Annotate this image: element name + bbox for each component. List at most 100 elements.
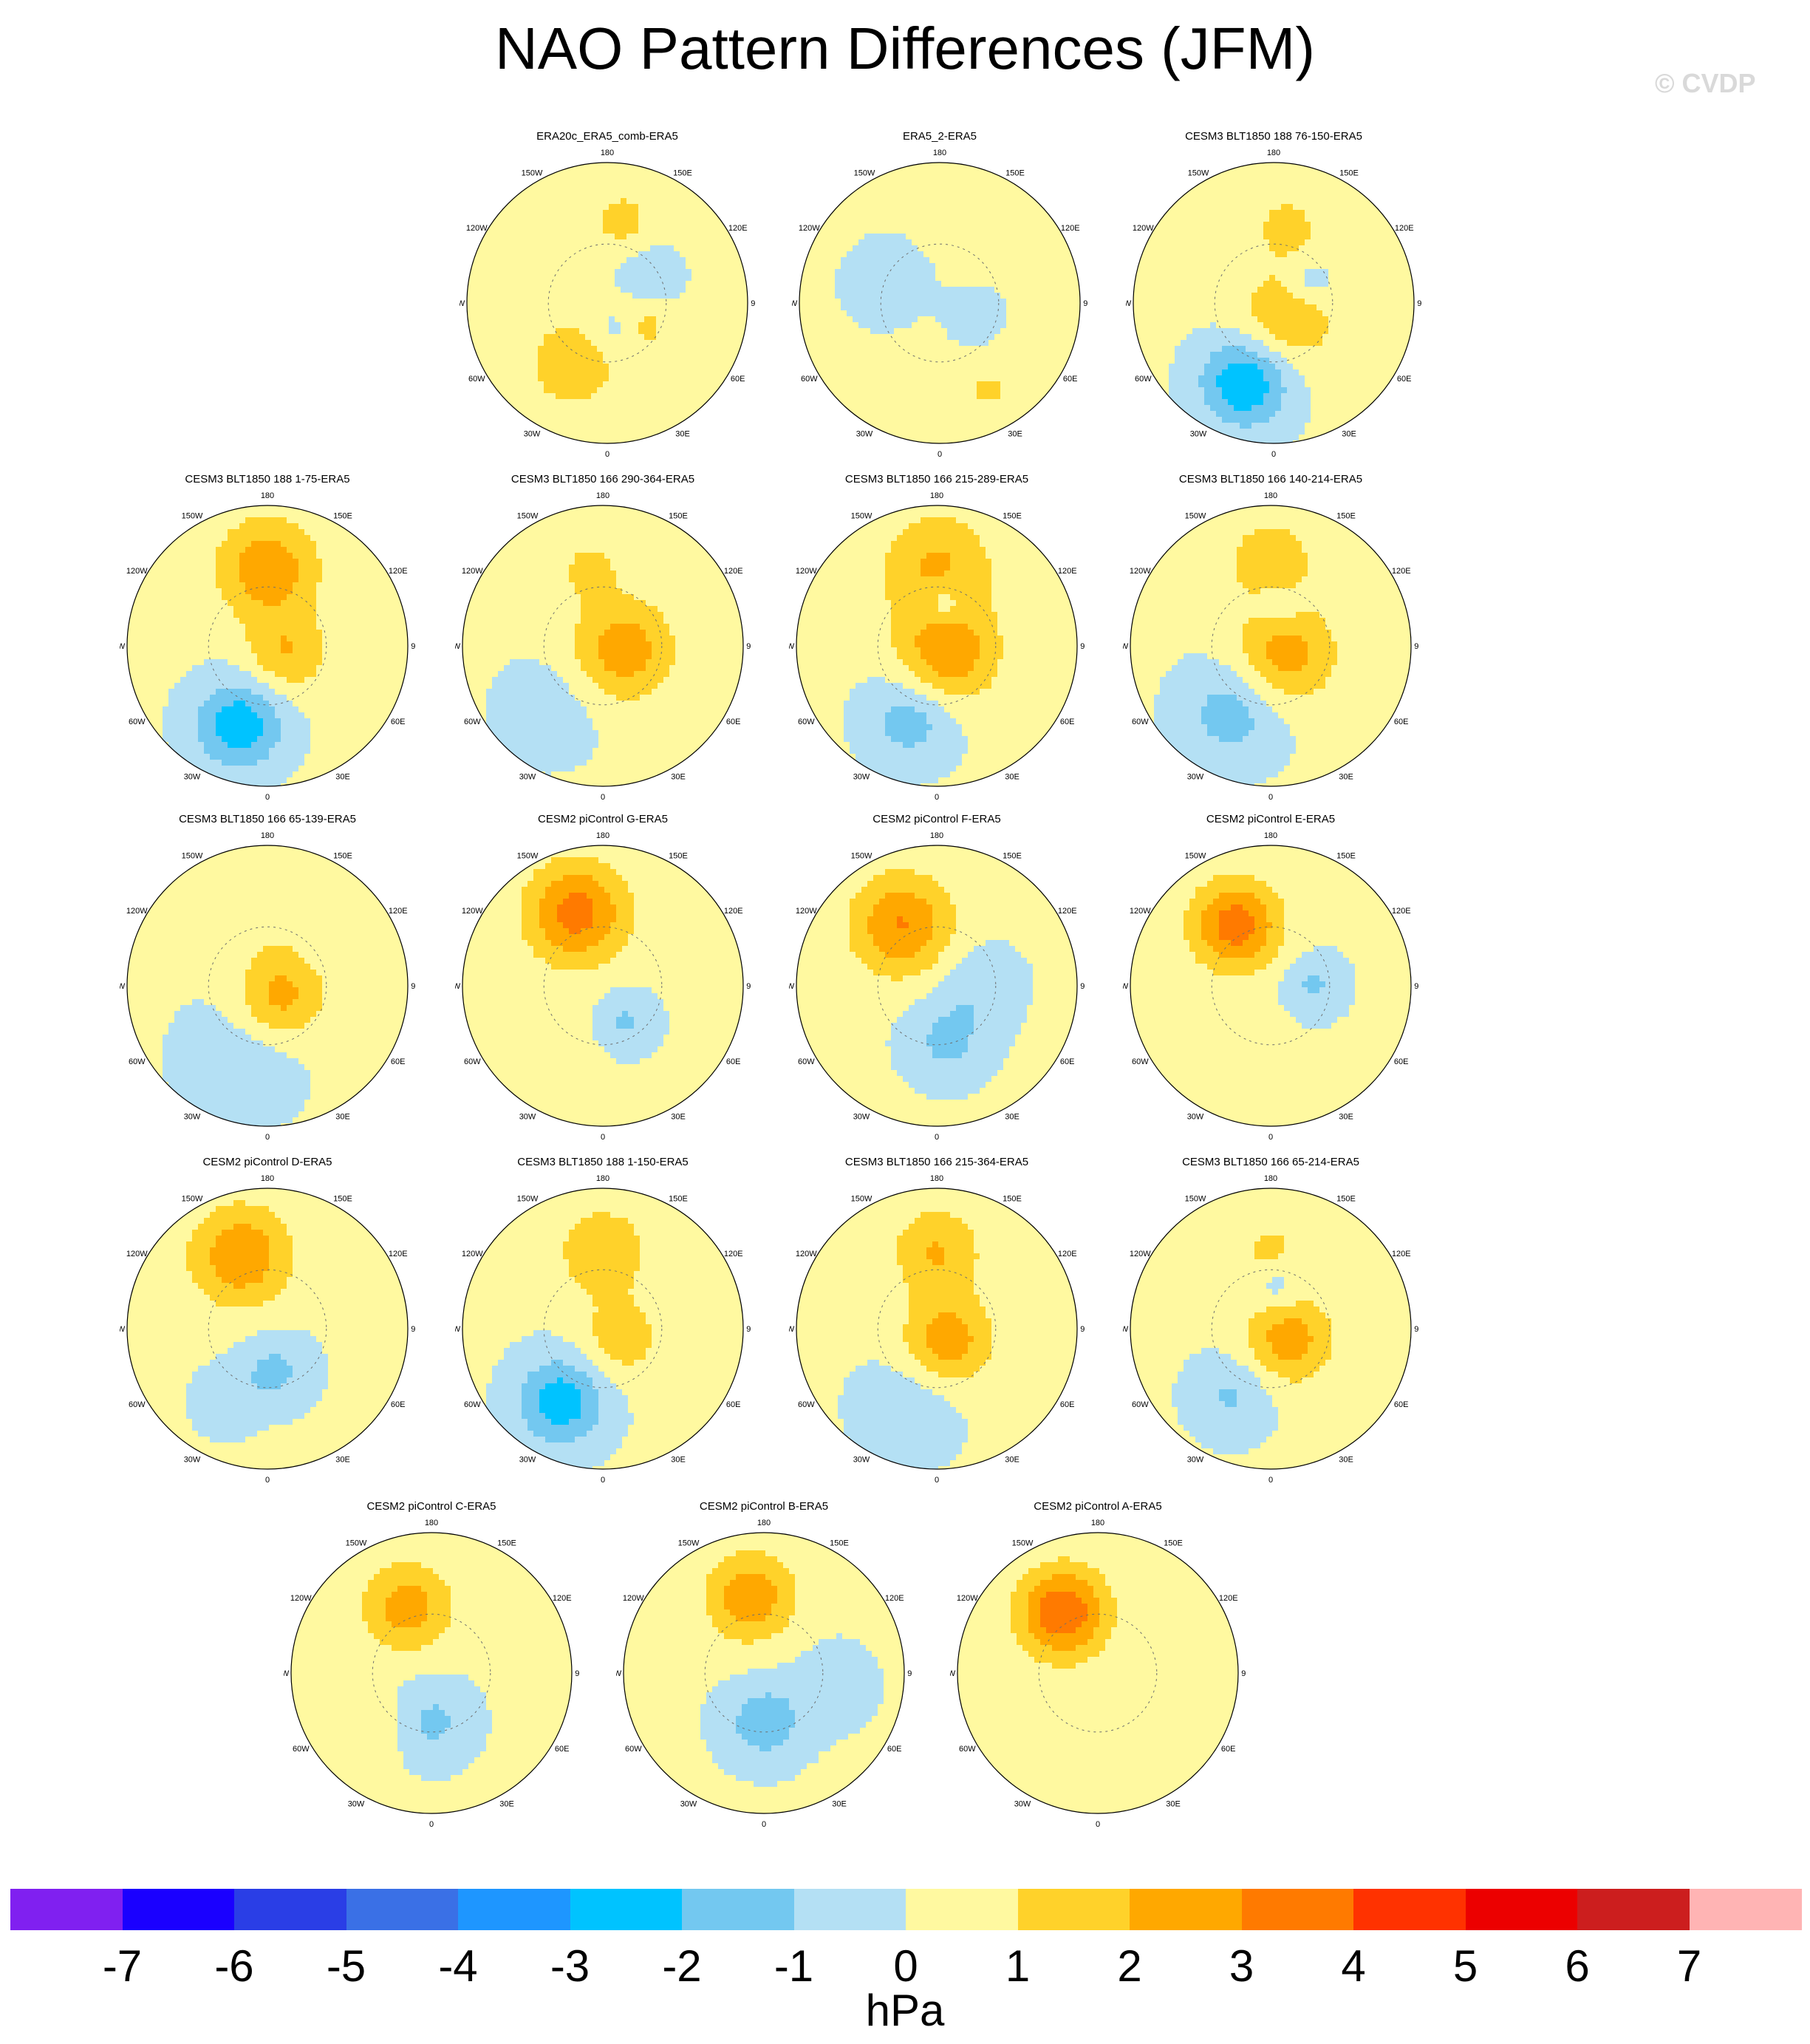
colorbar-tick-label: -5 <box>310 1941 383 1992</box>
longitude-label: 0 <box>935 1133 939 1141</box>
longitude-label: 150W <box>1185 851 1206 860</box>
longitude-label: 30E <box>1342 430 1356 439</box>
panel-title: ERA20c_ERA5_comb-ERA5 <box>460 130 755 143</box>
longitude-label: 150W <box>1185 1194 1206 1203</box>
longitude-label: 180 <box>1264 831 1277 840</box>
coastline <box>208 586 327 706</box>
longitude-label: 120E <box>1058 907 1077 916</box>
longitude-label: 120W <box>466 224 488 233</box>
longitude-label: 180 <box>1264 491 1277 500</box>
map-border <box>799 162 1081 444</box>
polar-map: 180 150E 120E 90E 60E 30E 0 30W 60W 90W 120W 150W <box>1123 491 1418 801</box>
longitude-label: 90W <box>1123 982 1129 991</box>
polar-map: 180 150E 120E 90E 60E 30E 0 30W 60W 90W 120W 150W <box>284 1519 579 1828</box>
map-border <box>957 1532 1239 1814</box>
panel-title: CESM3 BLT1850 166 140-214-ERA5 <box>1123 473 1418 486</box>
longitude-label: 90E <box>1080 1325 1085 1334</box>
panel-title: CESM2 piControl G-ERA5 <box>455 813 751 826</box>
coastline <box>1211 586 1331 706</box>
longitude-label: 90W <box>284 1669 290 1678</box>
map-border <box>126 1188 409 1470</box>
colorbar-tick-label: -4 <box>421 1941 495 1992</box>
coastline <box>1038 1613 1158 1733</box>
longitude-label: 180 <box>930 831 943 840</box>
longitude-label: 120E <box>389 567 408 576</box>
longitude-label: 150W <box>517 1194 539 1203</box>
longitude-label: 0 <box>429 1820 434 1828</box>
longitude-label: 150W <box>182 851 203 860</box>
longitude-label: 60W <box>129 1057 146 1066</box>
longitude-label: 150E <box>1336 851 1356 860</box>
longitude-label: 30E <box>671 1113 686 1122</box>
longitude-label: 120W <box>796 567 817 576</box>
longitude-label: 150E <box>1005 168 1025 177</box>
longitude-label: 90E <box>575 1669 579 1678</box>
longitude-label: 60W <box>464 718 481 726</box>
longitude-label: 0 <box>1096 1820 1100 1828</box>
longitude-label: 150E <box>830 1539 849 1547</box>
longitude-label: 120W <box>796 1250 817 1258</box>
longitude-label: 0 <box>601 1476 605 1484</box>
longitude-label: 150W <box>1185 511 1206 520</box>
longitude-label: 30E <box>335 1456 350 1465</box>
longitude-label: 150W <box>854 168 875 177</box>
map-panel: CESM3 BLT1850 166 65-214-ERA5 180 150E 120E… <box>1123 1156 1418 1488</box>
longitude-label: 30W <box>1014 1800 1031 1809</box>
watermark: © CVDP <box>1655 68 1756 99</box>
longitude-label: 90E <box>1414 982 1418 991</box>
longitude-label: 90E <box>1080 982 1085 991</box>
map-border <box>1130 1188 1412 1470</box>
longitude-label: 90E <box>411 1325 415 1334</box>
longitude-label: 60E <box>1397 375 1412 384</box>
longitude-label: 60E <box>1394 1400 1409 1409</box>
longitude-label: 90E <box>746 982 751 991</box>
colorbar-cell <box>458 1889 570 1930</box>
longitude-label: 150E <box>1003 851 1022 860</box>
longitude-label: 120E <box>1392 907 1411 916</box>
panel-title: CESM3 BLT1850 166 215-289-ERA5 <box>789 473 1085 486</box>
colorbar-cell <box>682 1889 794 1930</box>
polar-map: 180 150E 120E 90E 60E 30E 0 30W 60W 90W 120W 150W <box>120 831 415 1141</box>
longitude-label: 120E <box>389 1250 408 1258</box>
longitude-label: 60E <box>1394 718 1409 726</box>
longitude-label: 90E <box>1414 642 1418 651</box>
longitude-label: 60E <box>726 1400 741 1409</box>
longitude-label: 120W <box>799 224 820 233</box>
longitude-label: 120E <box>1392 1250 1411 1258</box>
polar-map: 180 150E 120E 90E 60E 30E 0 30W 60W 90W 120W 150W <box>792 149 1087 458</box>
polar-map: 180 150E 120E 90E 60E 30E 0 30W 60W 90W 120W 150W <box>455 831 751 1141</box>
panel-title: CESM2 piControl C-ERA5 <box>284 1500 579 1513</box>
polar-map: 180 150E 120E 90E 60E 30E 0 30W 60W 90W 120W 150W <box>950 1519 1246 1828</box>
longitude-label: 120W <box>126 907 148 916</box>
coastline <box>372 1613 491 1733</box>
coastline <box>877 586 997 706</box>
longitude-label: 120E <box>885 1594 904 1603</box>
polar-map: 180 150E 120E 90E 60E 30E 0 30W 60W 90W 120W 150W <box>1123 831 1418 1141</box>
longitude-label: 60W <box>293 1745 310 1754</box>
longitude-label: 90W <box>1123 642 1129 651</box>
longitude-label: 60E <box>391 1400 406 1409</box>
longitude-label: 90W <box>789 1325 795 1334</box>
map-border <box>126 845 409 1127</box>
colorbar-cell <box>906 1889 1018 1930</box>
map-panel: CESM3 BLT1850 166 290-364-ERA5 180 150E 120… <box>455 473 751 805</box>
longitude-label: 30E <box>1339 773 1353 782</box>
longitude-label: 30W <box>853 1456 870 1465</box>
longitude-label: 30E <box>671 773 686 782</box>
longitude-label: 60W <box>798 1400 815 1409</box>
longitude-label: 30W <box>519 773 536 782</box>
map-panel: CESM2 piControl E-ERA5 180 150E 120E 90E 60E 3… <box>1123 813 1418 1145</box>
panel-title: CESM3 BLT1850 188 1-150-ERA5 <box>455 1156 751 1169</box>
longitude-label: 0 <box>601 1133 605 1141</box>
longitude-label: 120W <box>462 907 483 916</box>
longitude-label: 60E <box>726 1057 741 1066</box>
polar-map: 180 150E 120E 90E 60E 30E 0 30W 60W 90W 120W 150W <box>1126 149 1421 458</box>
panel-title: CESM2 piControl B-ERA5 <box>616 1500 912 1513</box>
longitude-label: 150E <box>333 1194 352 1203</box>
coastline <box>877 926 997 1046</box>
colorbar-cell <box>1577 1889 1690 1930</box>
longitude-label: 90W <box>789 982 795 991</box>
map-border <box>126 505 409 787</box>
contour-fill <box>127 1188 408 1469</box>
panel-title: CESM2 piControl D-ERA5 <box>120 1156 415 1169</box>
